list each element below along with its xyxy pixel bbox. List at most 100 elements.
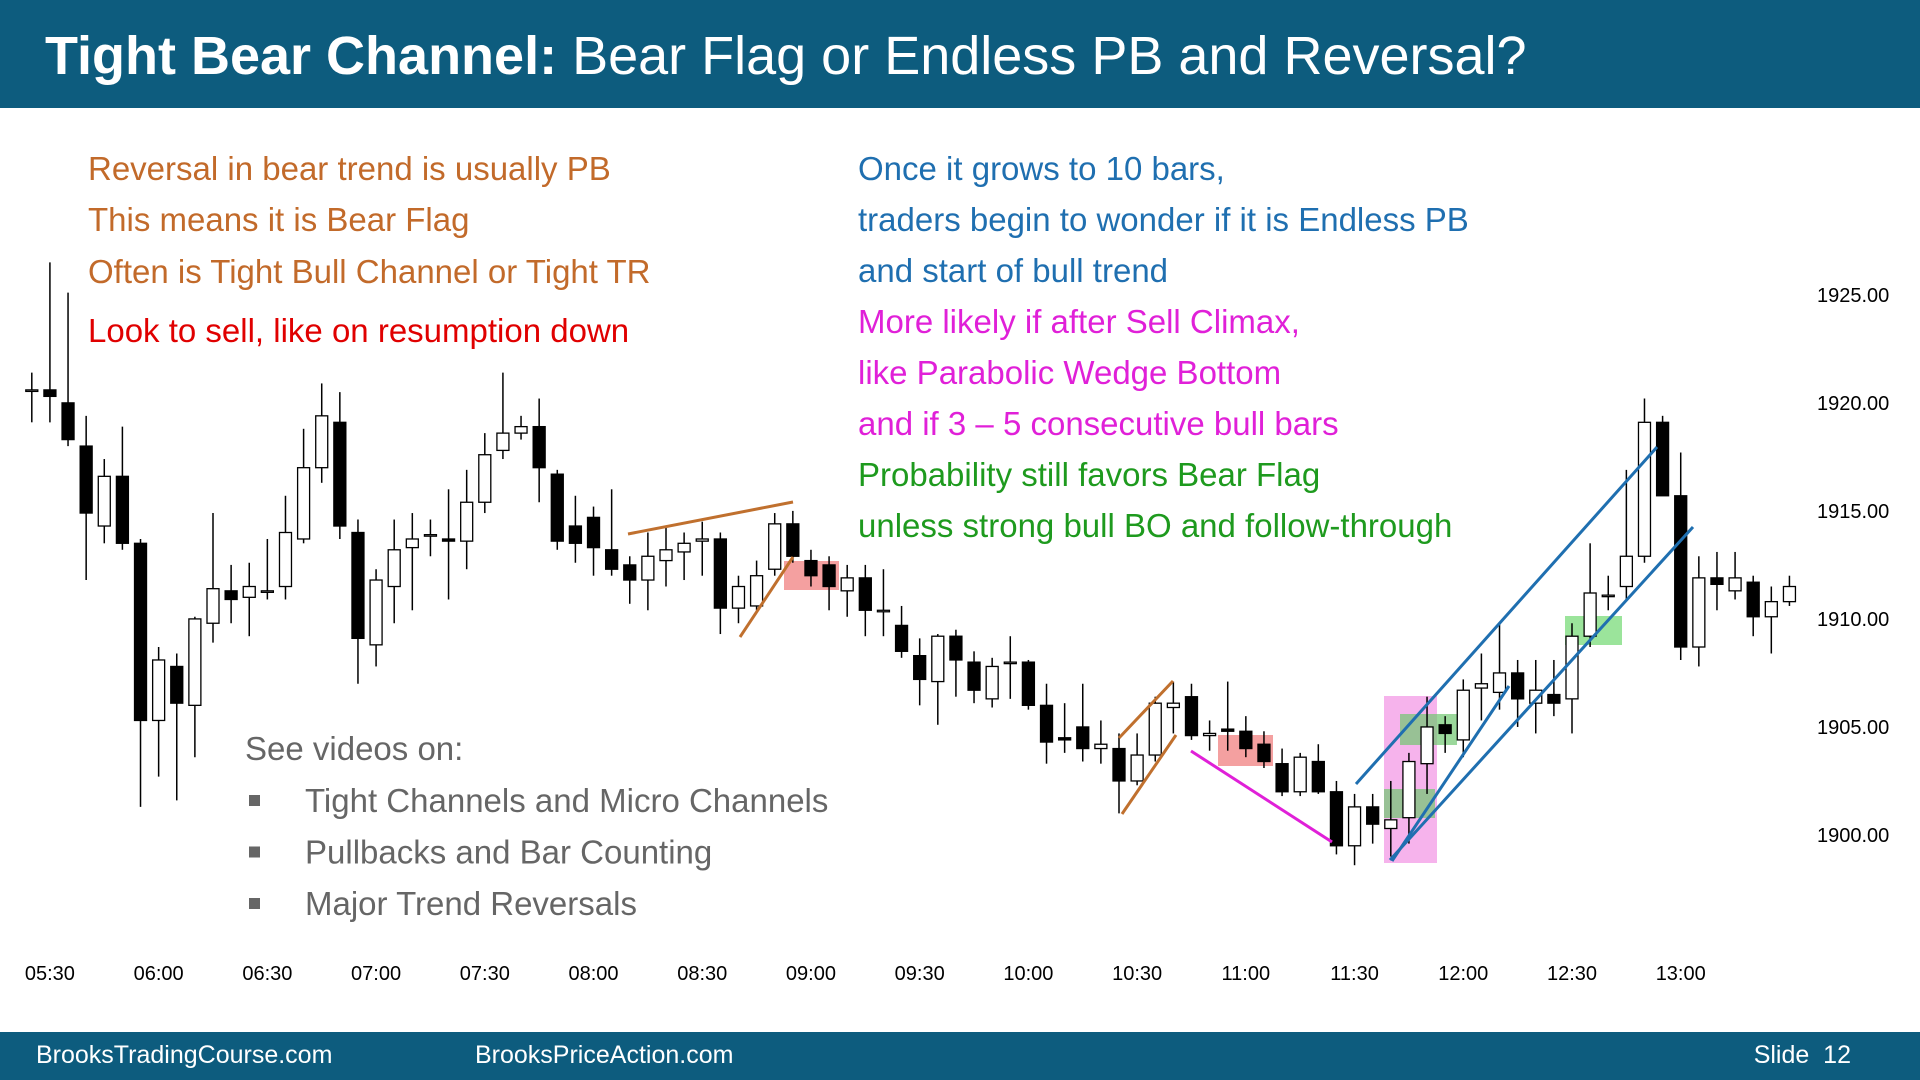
candle-body — [369, 579, 383, 646]
candle-body — [1384, 819, 1398, 830]
x-tick-label: 12:30 — [1547, 963, 1597, 985]
candle-body — [1166, 702, 1181, 709]
wedge-line — [627, 500, 794, 536]
candle-body — [1728, 577, 1742, 592]
candle-body — [659, 549, 673, 562]
note-left: Look to sell, like on resumption down — [88, 312, 629, 349]
x-tick-label: 08:00 — [568, 963, 618, 985]
title-rest: Bear Flag or Endless PB and Reversal? — [557, 26, 1527, 86]
candle-body — [532, 425, 546, 469]
candle-body — [423, 534, 438, 537]
candle-body — [441, 538, 456, 542]
note-right: Once it grows to 10 bars, — [858, 150, 1225, 187]
candle-body — [1311, 760, 1325, 793]
candle-body — [1148, 702, 1162, 756]
channel-line — [1390, 685, 1511, 862]
candle-body — [695, 538, 709, 542]
wedge-line — [1120, 734, 1178, 815]
footer-middle: BrooksPriceAction.com — [475, 1041, 733, 1069]
candle-body — [1492, 672, 1507, 694]
candle-body — [822, 564, 836, 588]
candle-body — [1293, 756, 1307, 793]
bullet — [249, 898, 260, 909]
y-tick-label: 1915.00 — [1817, 501, 1889, 523]
bullet — [249, 795, 260, 806]
x-tick-label: 06:30 — [242, 963, 292, 985]
candle-body — [713, 538, 728, 609]
candle-body — [1057, 737, 1072, 741]
candle-body — [641, 555, 655, 581]
candle-body — [586, 516, 601, 549]
candle-body — [151, 659, 166, 722]
x-tick-label: 08:30 — [677, 963, 727, 985]
candle-body — [460, 501, 474, 542]
candle-body — [278, 531, 293, 588]
candle-body — [1674, 495, 1688, 648]
candle-body — [206, 588, 220, 624]
y-tick-label: 1925.00 — [1817, 285, 1889, 307]
candle-body — [170, 665, 184, 704]
candle-body — [1184, 696, 1199, 737]
candle-body — [1094, 743, 1108, 750]
note-right: like Parabolic Wedge Bottom — [858, 354, 1281, 391]
note-right: traders begin to wonder if it is Endless… — [858, 201, 1469, 238]
candle-body — [1764, 600, 1778, 618]
trend-line — [1190, 749, 1333, 844]
x-tick-label: 11:00 — [1222, 963, 1271, 985]
footer-bar — [0, 1032, 1920, 1080]
candle-body — [731, 585, 746, 609]
video-item: Major Trend Reversals — [305, 885, 637, 922]
candle-body — [1112, 747, 1126, 782]
candle-body — [97, 475, 111, 527]
candle-body — [1529, 689, 1543, 704]
x-tick-label: 05:30 — [25, 963, 75, 985]
candle-body — [949, 635, 963, 661]
candle-body — [1474, 683, 1489, 689]
candle-body — [115, 475, 130, 544]
candle-body — [1130, 754, 1144, 782]
candle-body — [1347, 806, 1362, 847]
candle-body — [514, 425, 528, 434]
annotation-lines — [627, 446, 1695, 862]
slide-title: Tight Bear Channel: Bear Flag or Endless… — [45, 26, 1527, 86]
candle-body — [1366, 806, 1380, 825]
candle-body — [876, 609, 891, 613]
candle-body — [188, 618, 202, 706]
candle-body — [260, 590, 275, 593]
candle-body — [1583, 592, 1597, 637]
candle-body — [1619, 555, 1634, 588]
slide-number: Slide 12 — [1754, 1041, 1851, 1069]
candle-body — [1021, 661, 1036, 706]
candle-body — [1547, 693, 1561, 704]
candle-body — [1420, 726, 1434, 765]
candle-body — [296, 467, 311, 540]
x-tick-label: 10:00 — [1003, 963, 1053, 985]
candle-body — [1003, 661, 1017, 665]
candle-body — [1710, 577, 1724, 586]
x-tick-label: 11:30 — [1330, 963, 1379, 985]
candle-body — [351, 531, 365, 640]
candle-body — [894, 624, 909, 652]
candle-body — [1456, 689, 1470, 741]
channel-line — [1354, 446, 1659, 785]
candle-body — [840, 577, 854, 592]
candle-body — [242, 585, 256, 598]
note-left: Reversal in bear trend is usually PB — [88, 150, 611, 187]
candle-body — [786, 523, 800, 557]
note-left: Often is Tight Bull Channel or Tight TR — [88, 253, 651, 290]
note-left: This means it is Bear Flag — [88, 201, 469, 238]
candle-body — [1565, 635, 1579, 700]
x-tick-label: 09:00 — [786, 963, 836, 985]
candle-body — [1655, 421, 1670, 497]
note-right: unless strong bull BO and follow-through — [858, 507, 1452, 544]
candle-body — [1692, 577, 1706, 648]
y-tick-label: 1905.00 — [1817, 717, 1889, 739]
y-tick-label: 1900.00 — [1817, 825, 1889, 847]
candle-body — [604, 549, 619, 570]
candle-body — [43, 389, 57, 398]
candle-body — [804, 559, 818, 577]
candle-body — [333, 421, 347, 527]
wedge-line — [1117, 679, 1175, 740]
